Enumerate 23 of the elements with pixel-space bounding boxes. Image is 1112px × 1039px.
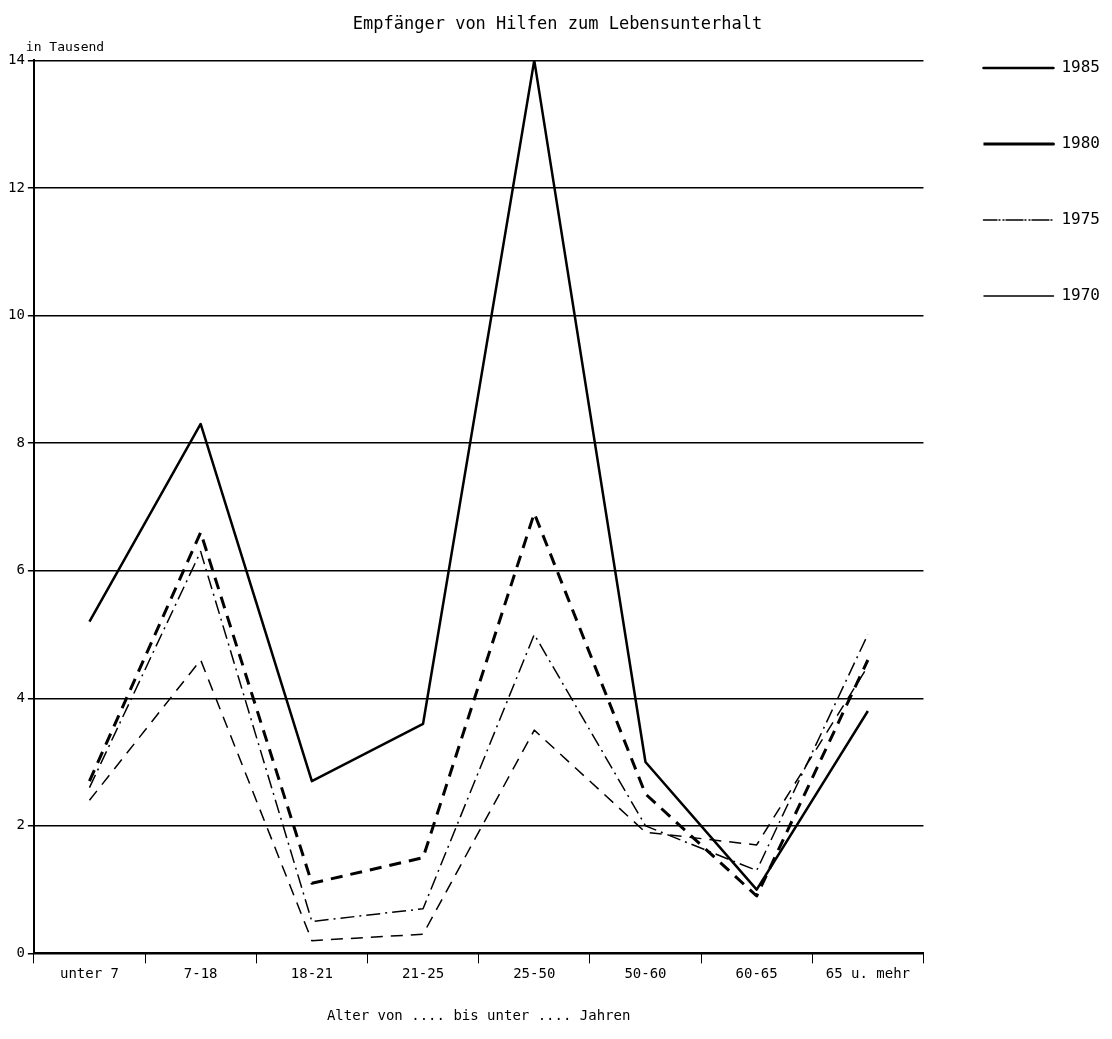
x-tick-label: 65 u. mehr (825, 965, 911, 982)
y-tick-label: 2 (16, 816, 25, 833)
x-tick-label: 60-65 (735, 965, 778, 982)
x-tick-label: 21-25 (401, 965, 445, 982)
y-tick-label: 12 (8, 178, 25, 195)
y-tick-label: 6 (16, 561, 25, 578)
x-tick-label: 25-50 (513, 965, 556, 982)
x-tick-label: unter 7 (59, 965, 119, 982)
y-tick-label: 0 (16, 944, 25, 961)
y-tick-label: 8 (16, 433, 25, 450)
legend-label: 1980 (1061, 133, 1100, 153)
legend-label: 1985 (1061, 57, 1100, 77)
x-tick-label: 18-21 (290, 965, 333, 982)
x-tick-label: 50-60 (624, 965, 667, 982)
x-tick-label: 7-18 (183, 965, 218, 982)
y-axis-title: in Tausend (25, 39, 105, 55)
legend-label: 1970 (1061, 285, 1100, 305)
chart-title: Empfänger von Hilfen zum Lebensunterhalt (352, 12, 763, 33)
y-tick-label: 10 (8, 306, 25, 323)
legend-label: 1975 (1061, 209, 1100, 229)
y-tick-label: 14 (8, 51, 25, 68)
x-axis-title: Alter von .... bis unter .... Jahren (326, 1007, 631, 1024)
y-tick-label: 4 (16, 688, 25, 705)
